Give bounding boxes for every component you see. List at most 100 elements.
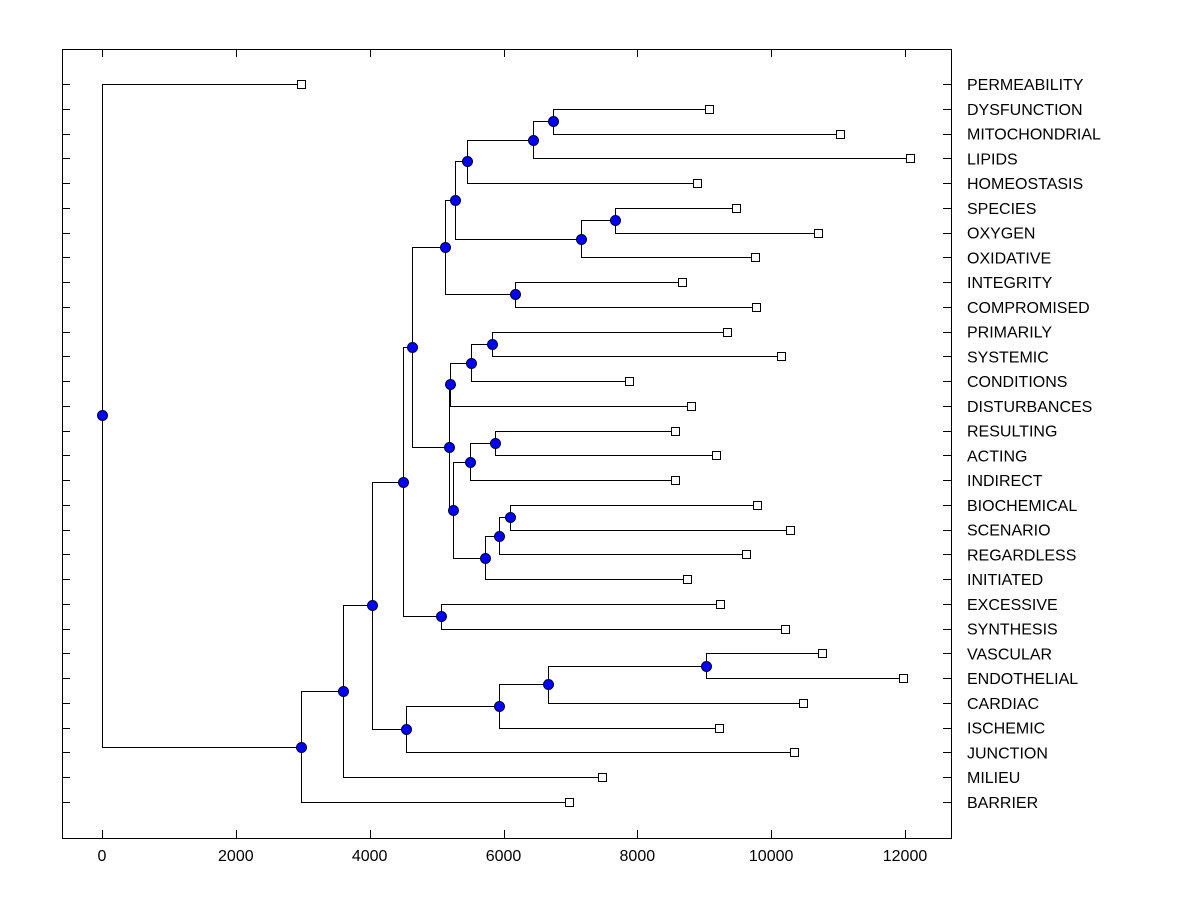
cluster-node [338,686,349,697]
leaf-marker [598,773,607,782]
branch-line [102,415,302,748]
cluster-node [576,234,587,245]
leaf-marker [687,402,696,411]
leaf-label: SPECIES [967,201,1036,218]
cluster-node [487,339,498,350]
cluster-node [548,116,559,127]
cluster-node [505,512,516,523]
branch-line [499,706,720,729]
cluster-node [480,553,491,564]
branch-line [343,605,373,692]
leaf-label: ISCHEMIC [967,721,1045,738]
x-tick-label: 4000 [352,848,388,865]
branch-line [412,247,446,348]
x-tick-label: 12000 [883,848,928,865]
leaf-label: MILIEU [967,770,1020,787]
cluster-node [494,531,505,542]
leaf-marker [836,130,845,139]
branches [102,84,911,803]
leaf-marker [732,204,741,213]
x-tick-label: 6000 [486,848,522,865]
branch-line [471,363,630,382]
cluster-node [436,611,447,622]
leaf-marker [297,80,306,89]
leaf-label: INITIATED [967,572,1043,589]
leaf-marker [565,798,574,807]
cluster-node [401,724,412,735]
x-tick-label: 10000 [749,848,794,865]
branch-line [301,747,570,803]
cluster-node [97,410,108,421]
axis-ticks [62,49,951,838]
leaf-marker [781,625,790,634]
leaf-label: JUNCTION [967,745,1048,762]
branch-line [499,684,549,707]
leaf-markers [297,80,915,807]
cluster-node [610,215,621,226]
branch-line [485,558,688,580]
branch-line [581,239,756,258]
leaf-label: BIOCHEMICAL [967,498,1077,515]
leaf-label: BARRIER [967,795,1038,812]
x-tick-label: 2000 [218,848,254,865]
x-tick-labels: 0 2000 4000 6000 8000 10000 12000 [98,848,928,865]
branch-line [406,706,500,730]
leaf-marker [752,303,761,312]
leaf-label: LIPIDS [967,151,1018,168]
cluster-node [701,661,712,672]
branch-line [403,482,442,617]
leaf-marker [683,575,692,584]
branch-line [343,691,603,778]
cluster-node [444,442,455,453]
leaf-label: REGARDLESS [967,547,1076,564]
cluster-node [398,477,409,488]
x-tick-label: 0 [98,848,107,865]
leaf-label: CARDIAC [967,696,1039,713]
cluster-node [445,379,456,390]
leaf-marker [723,328,732,337]
leaf-marker [671,427,680,436]
branch-line [453,462,471,511]
cluster-node [543,679,554,690]
leaf-label: SYNTHESIS [967,622,1058,639]
leaf-label: RESULTING [967,424,1057,441]
leaf-label: SYSTEMIC [967,349,1049,366]
leaf-marker [671,476,680,485]
branch-line [548,684,804,704]
leaf-label: INDIRECT [967,473,1043,490]
cluster-node [448,505,459,516]
leaf-marker [625,377,634,386]
leaf-label: COMPROMISED [967,300,1090,317]
leaf-marker [753,501,762,510]
leaf-label: EXCESSIVE [967,597,1058,614]
branch-line [467,140,534,162]
node-markers [97,116,712,753]
cluster-node [367,600,378,611]
leaf-marker [777,352,786,361]
branch-line [450,363,472,385]
branch-line [470,443,496,463]
cluster-node [494,701,505,712]
leaf-label: ACTING [967,448,1027,465]
cluster-node [466,358,477,369]
leaf-marker [786,526,795,535]
branch-line [533,140,911,159]
leaf-label: DISTURBANCES [967,399,1092,416]
branch-line [406,729,795,753]
branch-line [470,462,676,481]
leaf-label: HOMEOSTASIS [967,176,1083,193]
leaf-marker [818,649,827,658]
cluster-node [296,742,307,753]
branch-line [581,220,616,240]
leaf-label: DYSFUNCTION [967,102,1083,119]
cluster-node [465,457,476,468]
branch-line [467,161,698,184]
cluster-node [440,242,451,253]
branch-line [499,536,747,555]
leaf-label: OXYGEN [967,226,1035,243]
leaf-marker [712,451,721,460]
leaf-marker [751,253,760,262]
leaf-marker [799,699,808,708]
leaf-marker [715,724,724,733]
